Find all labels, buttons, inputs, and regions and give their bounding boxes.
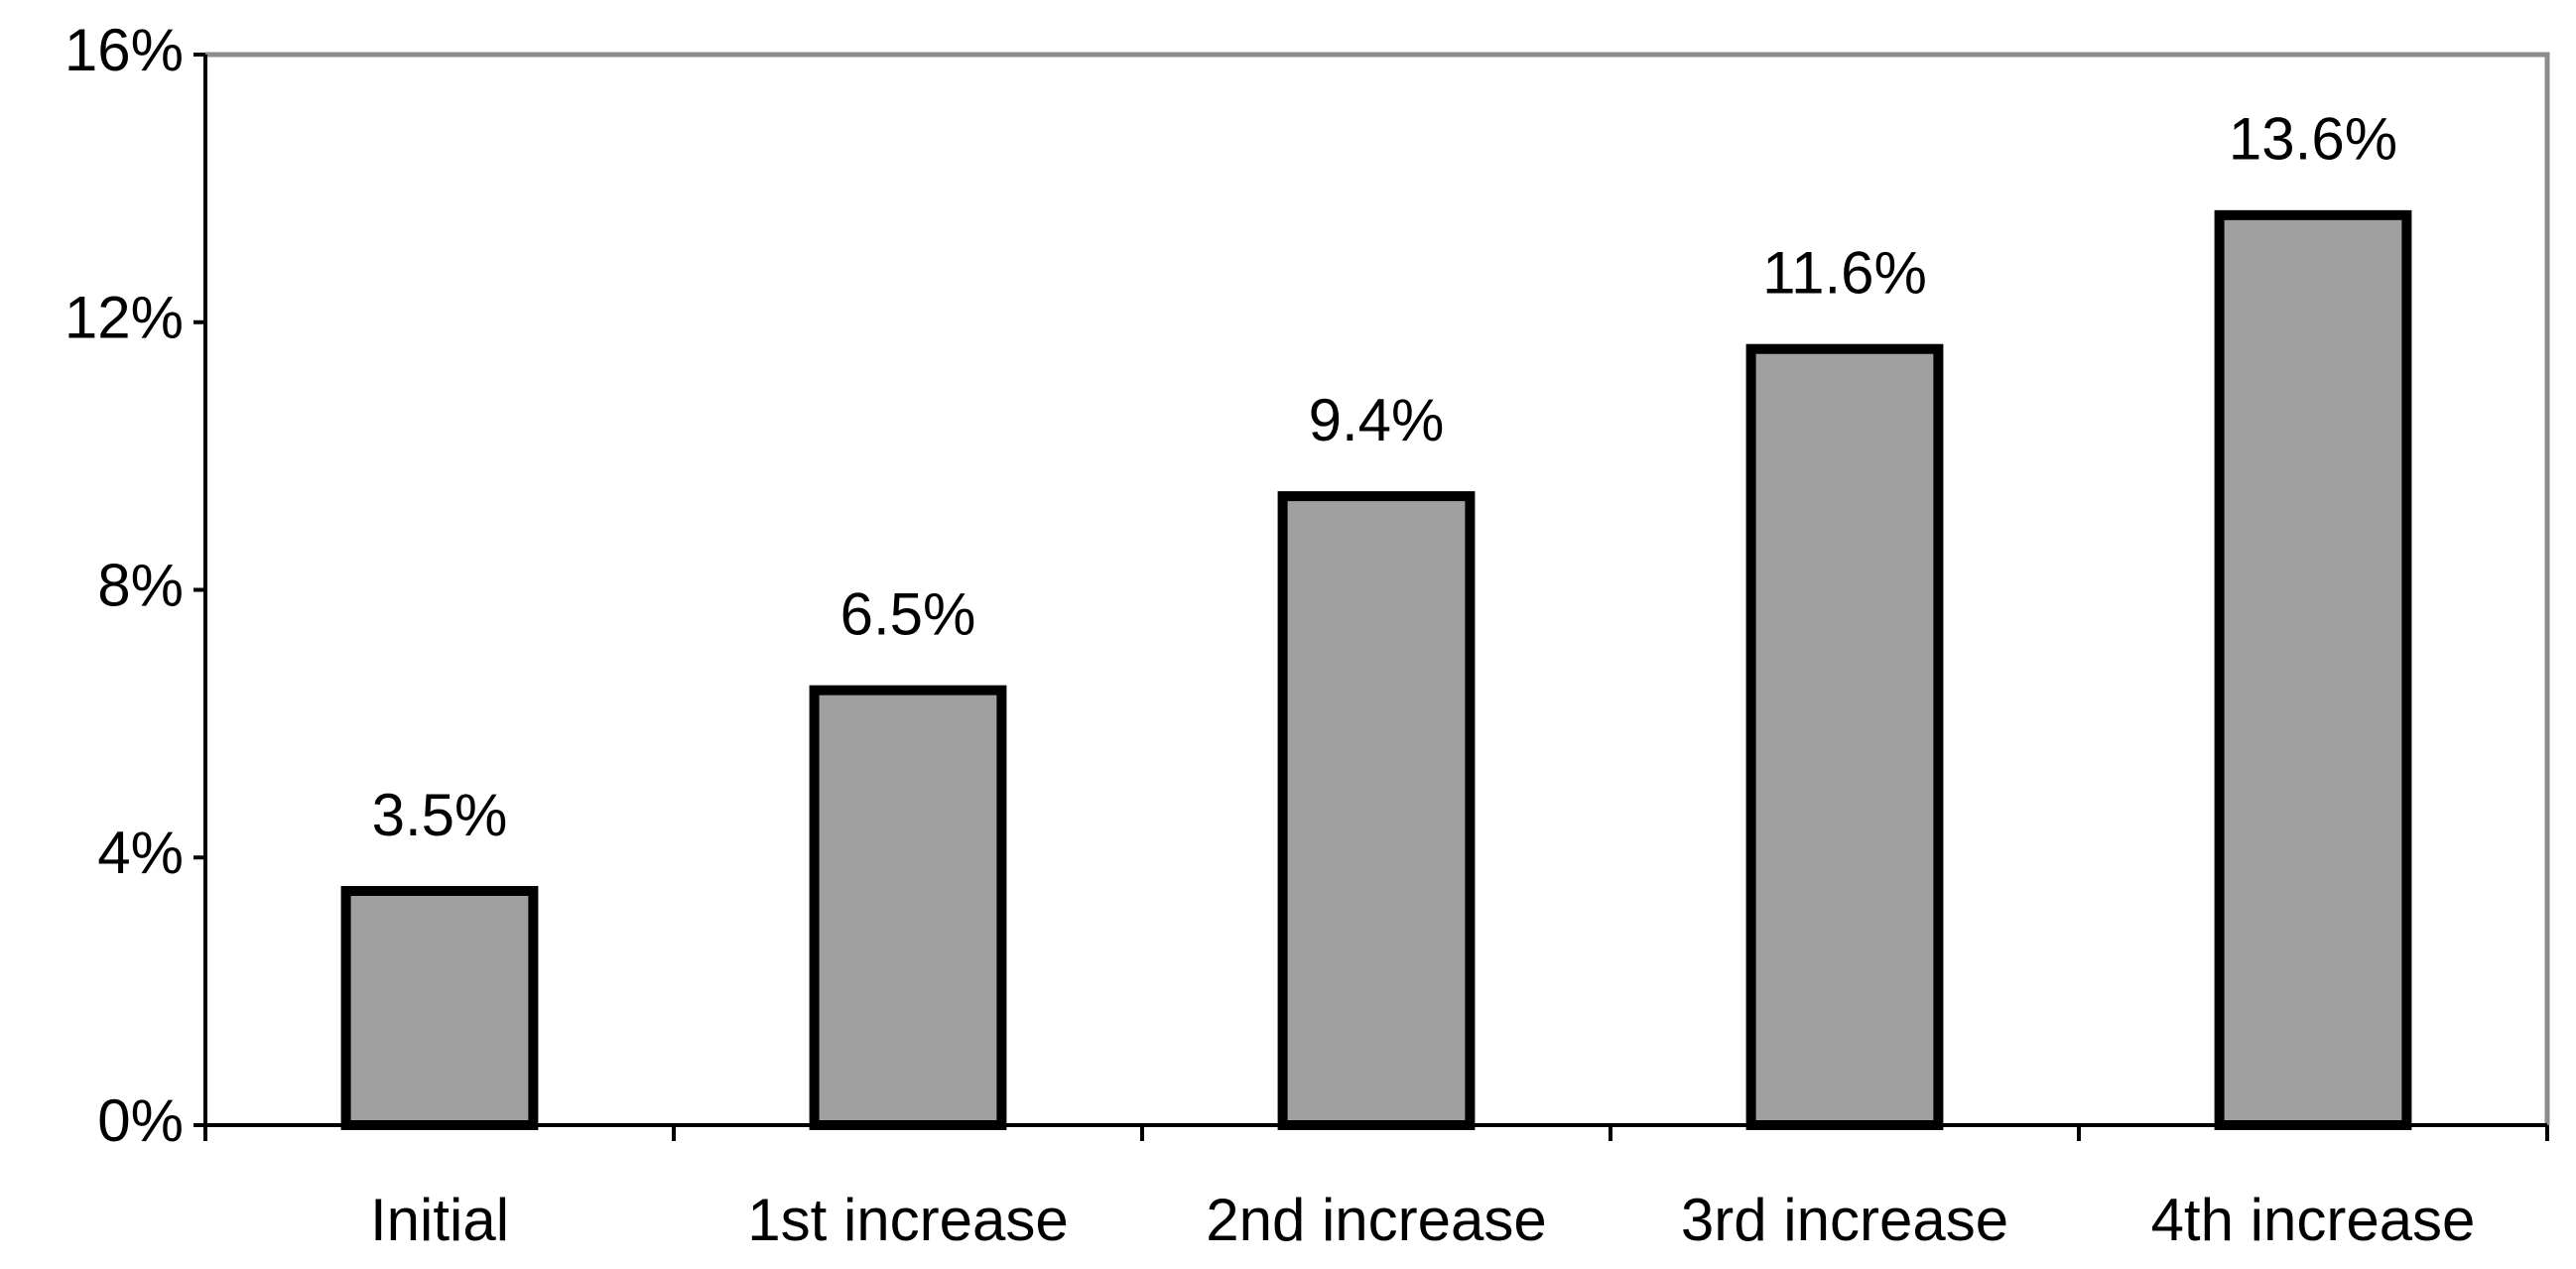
value-label: 9.4% xyxy=(1309,387,1445,453)
plot-frame xyxy=(205,52,2550,1125)
bar xyxy=(1277,491,1476,1130)
x-tick-label: 2nd increase xyxy=(1206,1187,1547,1253)
value-label: 6.5% xyxy=(840,581,976,648)
x-tick-label: 4th increase xyxy=(2151,1187,2476,1253)
bar xyxy=(1745,343,1944,1131)
bar xyxy=(340,885,539,1130)
x-tick-label: 1st increase xyxy=(747,1187,1069,1253)
y-tick-label: 16% xyxy=(64,17,184,83)
y-tick-label: 12% xyxy=(64,285,184,351)
x-tick-label: Initial xyxy=(370,1187,509,1253)
y-tick-label: 0% xyxy=(97,1087,184,1154)
bar xyxy=(809,685,1007,1130)
bar xyxy=(2214,209,2412,1131)
x-tick-label: 3rd increase xyxy=(1681,1187,2008,1253)
value-label: 3.5% xyxy=(372,782,508,848)
value-label: 11.6% xyxy=(1762,240,1927,307)
value-label: 13.6% xyxy=(2229,106,2397,173)
y-tick-label: 8% xyxy=(97,552,184,618)
y-tick-label: 4% xyxy=(97,820,184,886)
